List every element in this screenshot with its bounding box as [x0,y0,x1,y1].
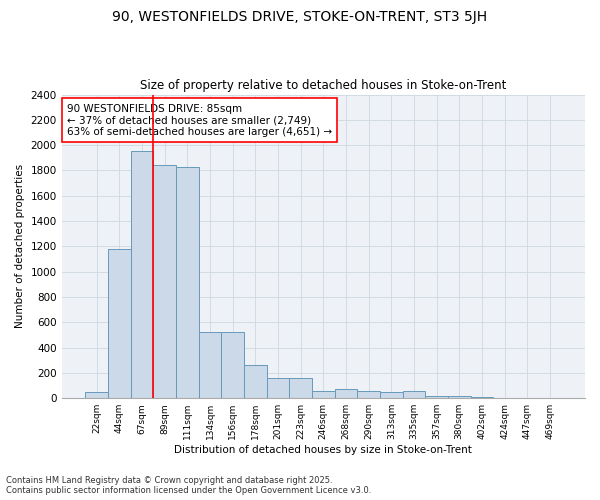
Text: Contains HM Land Registry data © Crown copyright and database right 2025.
Contai: Contains HM Land Registry data © Crown c… [6,476,371,495]
Text: 90, WESTONFIELDS DRIVE, STOKE-ON-TRENT, ST3 5JH: 90, WESTONFIELDS DRIVE, STOKE-ON-TRENT, … [112,10,488,24]
Title: Size of property relative to detached houses in Stoke-on-Trent: Size of property relative to detached ho… [140,79,506,92]
Bar [380,392,403,398]
Bar [221,332,244,398]
Bar [335,388,358,398]
Bar [448,396,470,398]
Bar [176,166,199,398]
Bar [358,391,380,398]
Bar [131,152,154,398]
Bar [266,378,289,398]
Bar [85,392,108,398]
Bar [289,378,312,398]
Y-axis label: Number of detached properties: Number of detached properties [15,164,25,328]
Bar [425,396,448,398]
Text: 90 WESTONFIELDS DRIVE: 85sqm
← 37% of detached houses are smaller (2,749)
63% of: 90 WESTONFIELDS DRIVE: 85sqm ← 37% of de… [67,104,332,137]
X-axis label: Distribution of detached houses by size in Stoke-on-Trent: Distribution of detached houses by size … [175,445,472,455]
Bar [199,332,221,398]
Bar [244,366,266,398]
Bar [108,249,131,398]
Bar [154,166,176,398]
Bar [403,390,425,398]
Bar [312,391,335,398]
Bar [470,397,493,398]
